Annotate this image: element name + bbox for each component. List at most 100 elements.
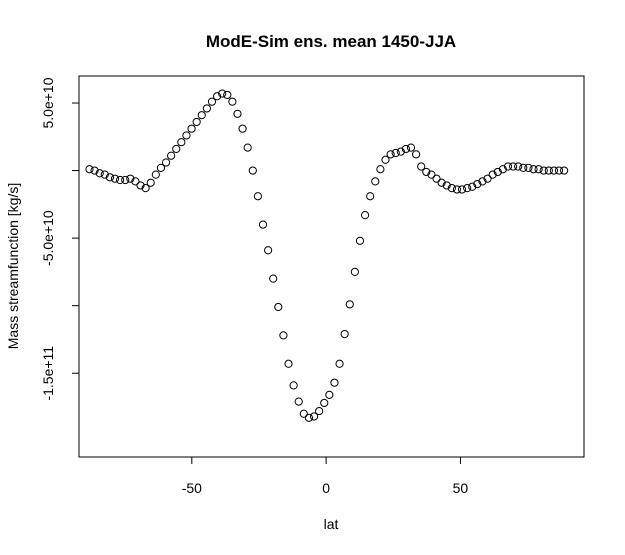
data-point	[192, 117, 201, 127]
data-point	[233, 109, 242, 118]
data-point	[258, 220, 268, 229]
data-point	[498, 165, 507, 174]
data-point	[223, 90, 232, 100]
data-point	[238, 124, 247, 133]
data-point	[100, 170, 109, 179]
data-point	[110, 174, 120, 183]
data-point	[488, 170, 497, 179]
data-point	[197, 111, 206, 120]
data-point	[468, 182, 477, 191]
data-point	[325, 390, 334, 399]
data-point	[406, 143, 416, 152]
data-point	[508, 162, 518, 171]
x-tick-label: 0	[322, 480, 330, 496]
data-point	[115, 175, 125, 185]
x-axis-label: lat	[324, 516, 339, 532]
data-point	[386, 150, 395, 159]
data-points	[85, 89, 569, 422]
data-point	[126, 174, 135, 183]
data-point	[161, 158, 171, 167]
data-point	[473, 179, 482, 189]
data-point	[371, 177, 380, 186]
data-point	[519, 163, 528, 172]
data-point	[437, 178, 446, 187]
data-point	[452, 185, 462, 194]
data-point	[218, 89, 227, 98]
data-point	[121, 175, 130, 185]
data-point	[335, 359, 344, 368]
data-point	[478, 177, 487, 186]
data-point	[182, 131, 191, 140]
data-point	[391, 148, 400, 158]
data-point	[131, 177, 140, 186]
plot-frame	[78, 75, 585, 458]
data-point	[136, 181, 145, 190]
data-point	[360, 211, 370, 220]
data-point	[151, 170, 160, 179]
data-point	[432, 174, 441, 183]
data-point	[544, 166, 553, 175]
data-point	[264, 246, 273, 255]
data-point	[202, 104, 211, 113]
data-point	[345, 300, 354, 309]
data-point	[105, 173, 114, 182]
data-point	[85, 165, 94, 174]
y-axis: 5.0e+10 -5.0e+10 -1.5e+11	[40, 77, 79, 401]
y-tick-label: 5.0e+10	[40, 77, 56, 128]
data-point	[539, 166, 548, 175]
data-point	[422, 167, 431, 177]
data-point	[524, 163, 533, 172]
data-point	[554, 166, 564, 175]
data-point	[355, 236, 365, 245]
data-point	[514, 162, 523, 171]
data-point	[560, 166, 569, 175]
data-point	[141, 184, 150, 193]
data-point	[493, 167, 502, 177]
data-point	[228, 97, 237, 106]
data-point	[95, 169, 104, 178]
data-point	[463, 184, 472, 193]
data-point	[274, 302, 283, 312]
y-tick-label: -5.0e+10	[40, 210, 56, 266]
data-point	[340, 329, 349, 339]
data-point	[299, 409, 308, 418]
data-point	[304, 413, 314, 422]
data-point	[366, 192, 375, 201]
data-point	[549, 166, 559, 175]
data-point	[447, 184, 456, 193]
data-point	[167, 151, 176, 160]
data-point	[279, 331, 288, 340]
data-point	[269, 274, 278, 283]
data-point	[284, 359, 293, 368]
data-point	[503, 162, 513, 171]
data-point	[207, 97, 217, 106]
data-point	[187, 124, 196, 133]
data-point	[529, 165, 538, 174]
data-point	[412, 150, 421, 159]
data-point	[248, 166, 257, 175]
data-point	[156, 163, 166, 172]
data-point	[534, 165, 543, 174]
data-point	[330, 378, 339, 387]
x-axis: -50 0 50	[182, 457, 469, 496]
data-point	[376, 165, 385, 174]
y-tick-label: -1.5e+11	[40, 346, 56, 401]
data-point	[427, 170, 436, 179]
data-point	[350, 267, 359, 277]
data-point	[457, 185, 467, 194]
data-point	[483, 174, 492, 183]
x-tick-label: 50	[453, 480, 469, 496]
chart-title: ModE-Sim ens. mean 1450-JJA	[206, 32, 456, 51]
data-point	[315, 406, 324, 416]
data-point	[253, 192, 262, 201]
data-point	[381, 155, 390, 164]
data-point	[90, 166, 99, 175]
data-point	[309, 412, 319, 421]
data-point	[320, 398, 329, 408]
data-point	[243, 143, 252, 152]
data-point	[212, 92, 222, 101]
data-point	[294, 397, 303, 406]
data-point	[442, 181, 451, 190]
data-point	[289, 381, 298, 390]
